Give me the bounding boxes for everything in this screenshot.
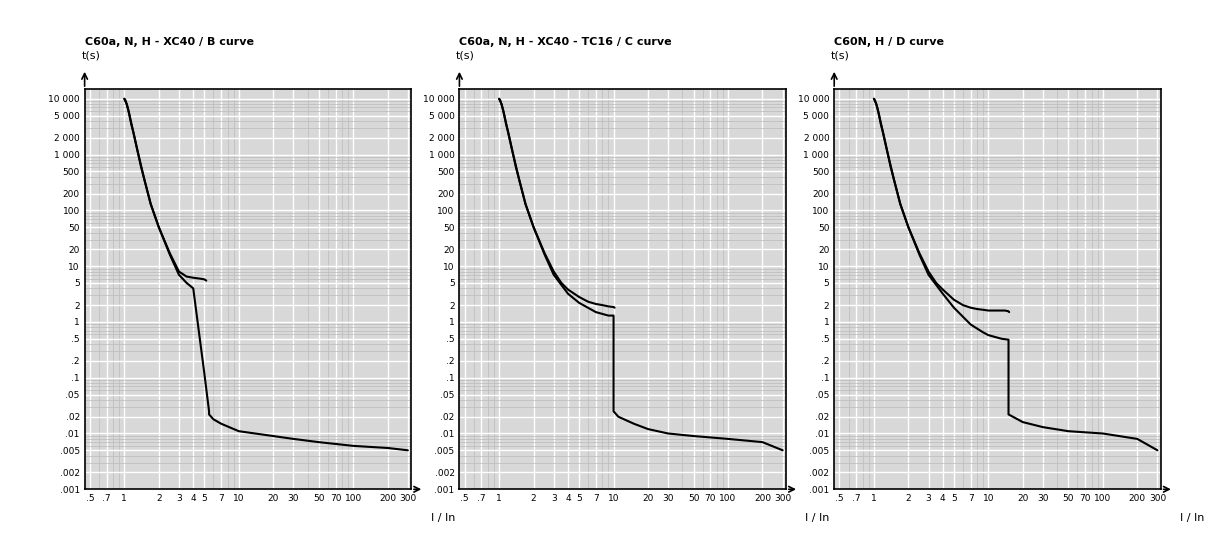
Text: t(s): t(s) (456, 51, 475, 61)
Text: I / In: I / In (805, 513, 829, 523)
Text: t(s): t(s) (831, 51, 850, 61)
Text: t(s): t(s) (81, 51, 100, 61)
Text: I / In: I / In (1180, 513, 1204, 523)
Text: C60a, N, H - XC40 / B curve: C60a, N, H - XC40 / B curve (85, 37, 254, 47)
Text: I / In: I / In (430, 513, 455, 523)
Text: C60N, H / D curve: C60N, H / D curve (834, 37, 944, 47)
Text: C60a, N, H - XC40 - TC16 / C curve: C60a, N, H - XC40 - TC16 / C curve (459, 37, 672, 47)
